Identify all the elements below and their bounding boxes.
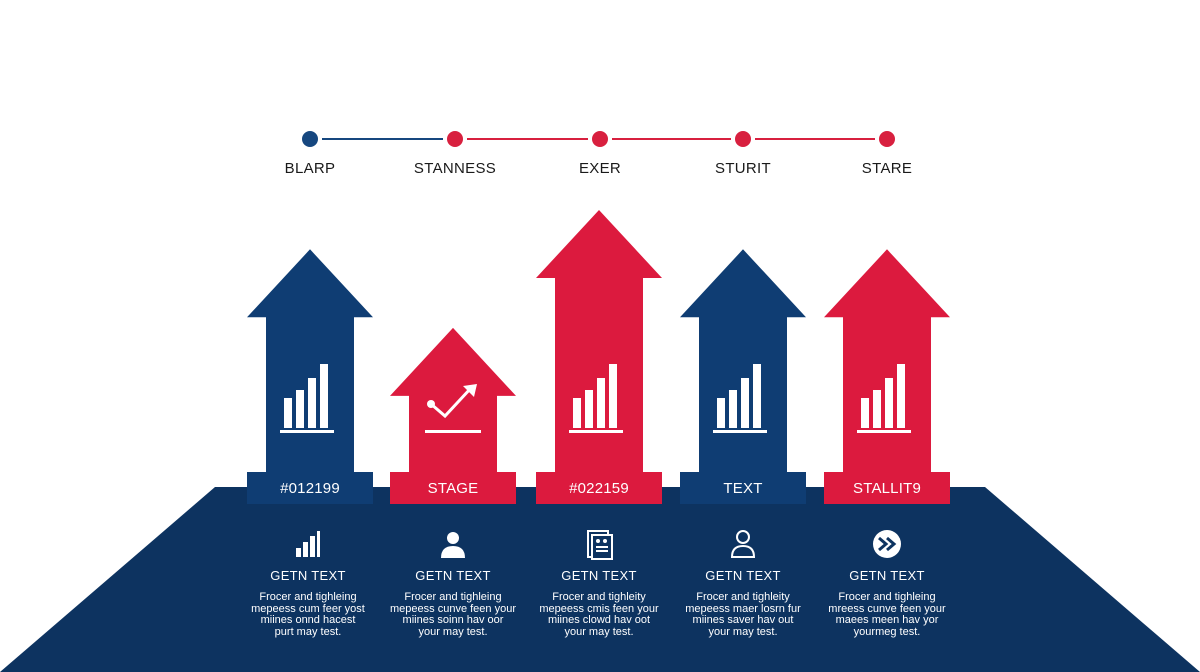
person-icon	[441, 532, 465, 558]
bar-chart-icon	[320, 364, 328, 428]
card-body-line: your may test.	[564, 625, 634, 638]
bar-chart-icon	[280, 430, 334, 433]
card-title-1: GETN TEXT	[270, 568, 346, 583]
card-title-5: GETN TEXT	[849, 568, 925, 583]
bar-chart-icon	[308, 378, 316, 428]
card-body-line: maees meen hav yor	[835, 614, 939, 626]
card-body-line: mepeess cunve feen your	[390, 602, 516, 615]
card-body-2: Frocer and tighleing mepeess cunve feen …	[387, 591, 519, 638]
card-body-5: Frocer and tighleing mreess cunve feen y…	[821, 591, 953, 638]
card-body-3: Frocer and tighleity mepeess cmis feen y…	[533, 591, 665, 638]
bar-chart-icon	[753, 364, 761, 428]
arrow-label-3: #022159	[569, 480, 629, 497]
timeline-label-5: STARE	[861, 160, 913, 177]
arrow-4	[680, 249, 806, 472]
bar-chart-icon	[585, 390, 593, 428]
card-body-line: your may test.	[708, 625, 778, 638]
card-body-line: purt may test.	[274, 625, 342, 638]
card-body-1: Frocer and tighleing mepeess cum feer yo…	[242, 591, 374, 638]
card-title-3: GETN TEXT	[561, 568, 637, 583]
trend-check-icon	[427, 400, 435, 408]
timeline-dot	[592, 131, 608, 147]
bar-chart-icon	[296, 390, 304, 428]
card-body-line: miines saver hav out	[692, 614, 794, 626]
arrow-band-3	[536, 472, 662, 504]
timeline-dot	[302, 131, 318, 147]
timeline-dot	[879, 131, 895, 147]
document-icon	[587, 530, 613, 560]
bar-chart-icon	[284, 398, 292, 428]
arrow-band-4	[680, 472, 806, 504]
arrow-3	[536, 210, 662, 472]
bar-chart-icon	[741, 378, 749, 428]
card-body-line: miines onnd hacest	[260, 614, 356, 626]
arrow-label-1: #012199	[280, 480, 340, 497]
card-body-line: Frocer and tighleity	[696, 591, 790, 603]
bar-chart-icon	[857, 430, 911, 433]
bar-chart-icon	[597, 378, 605, 428]
user-outline-icon	[730, 530, 756, 558]
timeline-dot	[735, 131, 751, 147]
timeline-label-1: BLARP	[284, 160, 336, 177]
card-body-line: yourmeg test.	[853, 625, 921, 638]
timeline-label-3: EXER	[578, 160, 622, 177]
card-body-line: Frocer and tighleing	[404, 591, 502, 603]
timeline-label-2: STANNESS	[413, 160, 497, 177]
card-body-line: Frocer and tighleing	[838, 591, 936, 603]
arrow-2	[390, 327, 516, 472]
arrow-band-5	[824, 472, 950, 504]
bar-chart-icon	[729, 390, 737, 428]
card-body-line: mreess cunve feen your	[828, 602, 946, 615]
arrow-label-2: STAGE	[427, 480, 479, 497]
bar-chart-icon	[713, 430, 767, 433]
trend-check-icon	[430, 386, 473, 419]
card-body-line: Frocer and tighleing	[259, 591, 357, 603]
bar-chart-icon	[573, 398, 581, 428]
arrow-label-5: STALLIT9	[852, 480, 922, 497]
arrow-5	[824, 249, 950, 472]
timeline-dot	[447, 131, 463, 147]
card-body-line: your may test.	[418, 625, 488, 638]
card-body-line: mepeess cmis feen your	[539, 602, 659, 615]
card-body-line: Frocer and tighleity	[552, 591, 646, 603]
card-body-4: Frocer and tighleity mepeess maer losrn …	[677, 591, 809, 638]
card-body-line: miines soinn hav oor	[402, 614, 504, 626]
bar-chart-icon	[569, 430, 623, 433]
fast-forward-icon	[873, 530, 901, 558]
card-title-2: GETN TEXT	[415, 568, 491, 583]
bar-chart-icon	[873, 390, 881, 428]
bar-chart-icon	[717, 398, 725, 428]
card-title-4: GETN TEXT	[705, 568, 781, 583]
arrow-band-1	[247, 472, 373, 504]
card-body-line: mepeess maer losrn fur	[685, 602, 801, 615]
bar-chart-icon	[897, 364, 905, 428]
card-body-line: mepeess cum feer yost	[251, 602, 365, 615]
base-platform	[0, 487, 1200, 672]
arrow-1	[247, 249, 373, 472]
arrow-band-2	[390, 472, 516, 504]
card-body-line: miines clowd hav oot	[547, 614, 651, 626]
timeline-label-4: STURIT	[715, 160, 771, 177]
trend-check-icon	[425, 430, 481, 433]
bar-chart-icon	[296, 531, 320, 557]
bar-chart-icon	[885, 378, 893, 428]
arrow-label-4: TEXT	[723, 480, 763, 497]
bar-chart-icon	[861, 398, 869, 428]
bar-chart-icon	[609, 364, 617, 428]
trend-check-icon	[463, 384, 477, 397]
